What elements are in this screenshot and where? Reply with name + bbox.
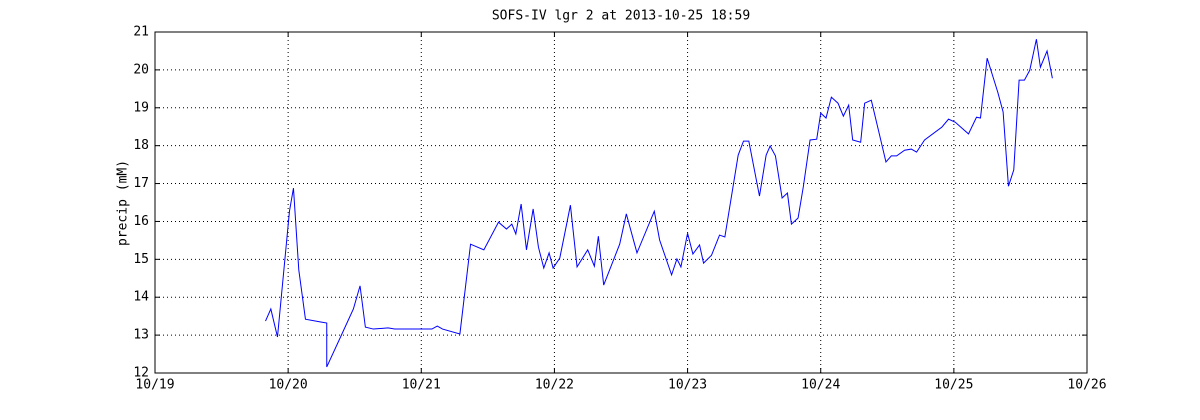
y-tick-label: 21 <box>133 25 149 40</box>
x-tick-label: 10/19 <box>135 378 174 393</box>
x-tick-label: 10/21 <box>402 378 441 393</box>
x-tick-label: 10/23 <box>668 378 707 393</box>
y-tick-label: 17 <box>133 176 149 191</box>
y-tick-label: 15 <box>133 252 149 267</box>
y-tick-label: 19 <box>133 100 149 115</box>
y-tick-label: 13 <box>133 328 149 343</box>
y-tick-label: 14 <box>133 290 149 305</box>
x-tick-label: 10/22 <box>535 378 574 393</box>
plot-frame <box>154 31 1088 374</box>
x-tick-label: 10/25 <box>934 378 973 393</box>
x-tick-label: 10/24 <box>801 378 840 393</box>
y-axis-label: precip (mM) <box>116 160 131 246</box>
chart-title: SOFS-IV lgr 2 at 2013-10-25 18:59 <box>492 9 750 24</box>
y-tick-label: 12 <box>133 366 149 381</box>
x-tick-label: 10/26 <box>1067 378 1106 393</box>
y-tick-label: 18 <box>133 138 149 153</box>
y-tick-label: 16 <box>133 214 149 229</box>
data-line <box>265 39 1053 368</box>
y-tick-label: 20 <box>133 62 149 77</box>
x-tick-label: 10/20 <box>269 378 308 393</box>
